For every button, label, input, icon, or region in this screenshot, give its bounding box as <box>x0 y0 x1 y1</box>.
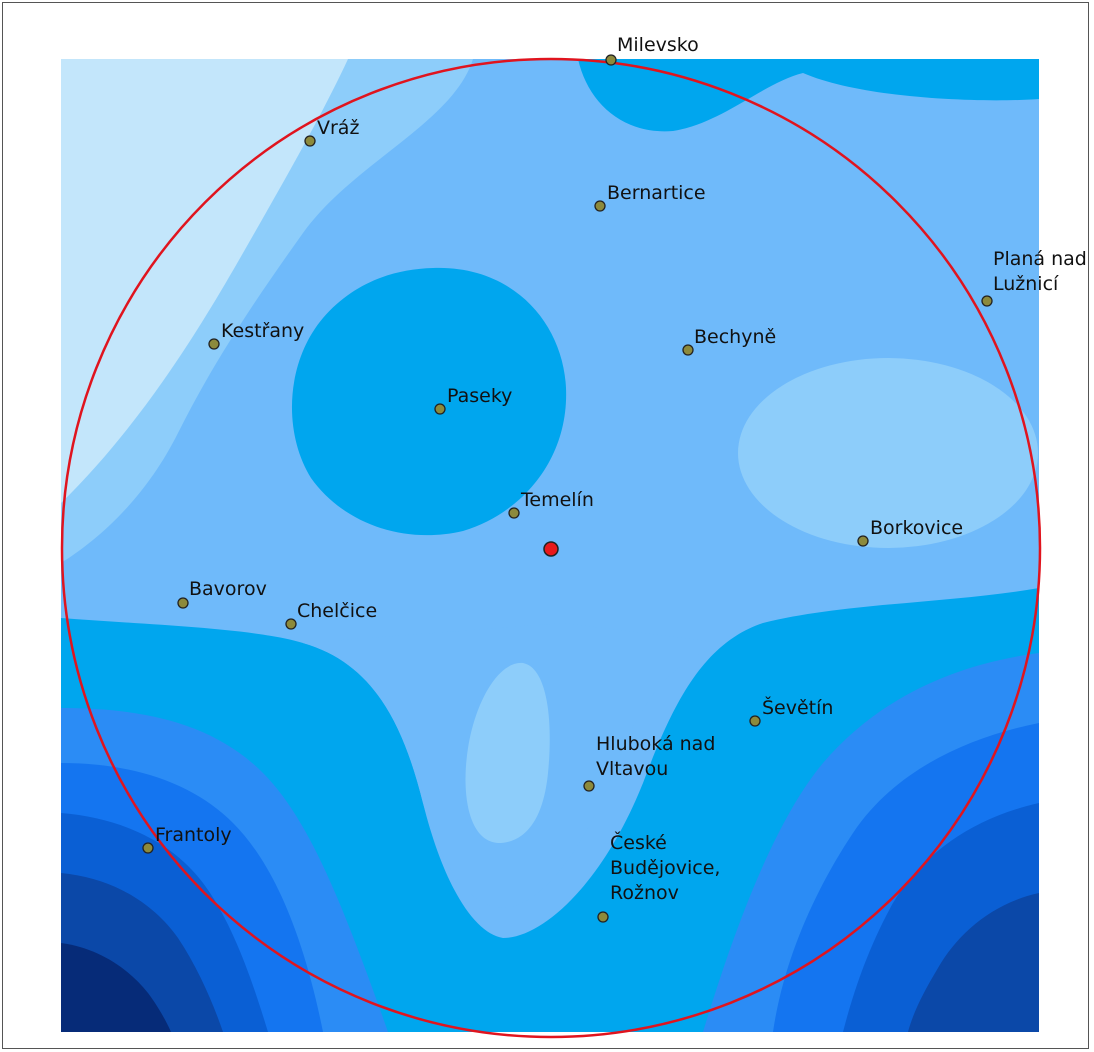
town-marker[interactable] <box>682 344 694 356</box>
town-kestrany[interactable]: Kestřany <box>208 320 304 350</box>
town-label: České <box>610 830 667 854</box>
contour-band <box>908 893 1039 1032</box>
town-plana-nad-luznici[interactable]: Planá nad Lužnicí <box>981 248 1087 307</box>
contour-band <box>61 59 348 503</box>
town-label: Rožnov <box>610 882 679 904</box>
town-label: Bechyně <box>694 326 776 348</box>
town-borkovice[interactable]: Borkovice <box>857 517 963 547</box>
town-marker[interactable] <box>304 135 316 147</box>
town-layer: Milevsko Vráž Bernartice Planá nad Lužnicí Ke… <box>142 34 1087 923</box>
town-chelcice[interactable]: Chelčice <box>285 600 377 630</box>
town-label: Kestřany <box>221 320 304 342</box>
town-label: Bavorov <box>189 578 267 600</box>
town-marker[interactable] <box>434 403 446 415</box>
town-frantoly[interactable]: Frantoly <box>142 824 232 854</box>
town-label: Lužnicí <box>993 273 1059 295</box>
town-marker[interactable] <box>605 54 617 66</box>
town-ceske-budejovice-roznov[interactable]: České Budějovice, Rožnov <box>597 830 720 923</box>
town-label: Chelčice <box>297 600 377 622</box>
town-label: Hluboká nad <box>596 733 715 755</box>
town-bavorov[interactable]: Bavorov <box>177 578 267 609</box>
town-label: Vltavou <box>596 758 668 780</box>
town-label: Bernartice <box>607 182 706 204</box>
town-milevsko[interactable]: Milevsko <box>605 34 699 66</box>
town-label: Temelín <box>520 489 594 511</box>
contour-band <box>465 662 550 843</box>
town-paseky[interactable]: Paseky <box>434 385 512 415</box>
town-marker[interactable] <box>177 597 189 609</box>
town-label: Budějovice, <box>610 857 720 879</box>
town-hluboka-nad-vltavou[interactable]: Hluboká nad Vltavou <box>583 733 715 792</box>
town-sevetin[interactable]: Ševětín <box>749 695 833 727</box>
town-marker[interactable] <box>981 295 993 307</box>
town-label: Borkovice <box>870 517 963 539</box>
town-marker[interactable] <box>594 200 606 212</box>
town-marker[interactable] <box>597 911 609 923</box>
town-vraz[interactable]: Vráž <box>304 117 359 147</box>
town-marker[interactable] <box>857 535 869 547</box>
contour-band <box>61 943 171 1032</box>
town-marker[interactable] <box>142 842 154 854</box>
range-circle <box>60 57 1042 1039</box>
town-label: Frantoly <box>155 824 232 846</box>
town-bernartice[interactable]: Bernartice <box>594 182 706 212</box>
town-temelin[interactable]: Temelín <box>508 489 594 519</box>
town-label: Ševětín <box>762 695 833 719</box>
contour-band <box>578 59 1039 132</box>
town-label: Planá nad <box>993 248 1087 270</box>
contour-map[interactable]: Milevsko Vráž Bernartice Planá nad Lužnicí Ke… <box>3 3 1090 1050</box>
town-marker[interactable] <box>208 338 220 350</box>
town-label: Paseky <box>447 385 512 407</box>
town-label: Milevsko <box>617 34 699 56</box>
town-bechyne[interactable]: Bechyně <box>682 326 776 356</box>
contour-bands <box>61 59 1039 1032</box>
town-marker[interactable] <box>749 715 761 727</box>
contour-band <box>291 267 567 536</box>
town-marker[interactable] <box>508 507 520 519</box>
town-label: Vráž <box>317 117 359 139</box>
town-marker[interactable] <box>285 618 297 630</box>
center-marker[interactable] <box>543 541 559 557</box>
contour-band <box>738 358 1038 548</box>
town-marker[interactable] <box>583 780 595 792</box>
